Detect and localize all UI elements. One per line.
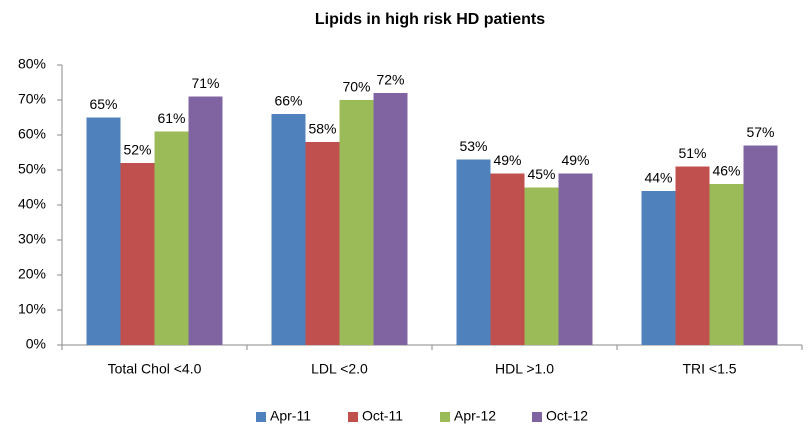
legend-label: Apr-12 bbox=[454, 408, 496, 424]
bar bbox=[709, 184, 744, 345]
x-tick-label: TRI <1.5 bbox=[682, 361, 736, 377]
y-tick-label: 50% bbox=[18, 161, 46, 177]
data-label: 49% bbox=[561, 152, 589, 168]
legend-label: Apr-11 bbox=[270, 408, 311, 424]
x-tick-label: Total Chol <4.0 bbox=[108, 361, 202, 377]
bar bbox=[490, 173, 525, 345]
y-tick-label: 30% bbox=[18, 231, 46, 247]
bar bbox=[641, 191, 676, 345]
data-label: 51% bbox=[678, 145, 706, 161]
data-label: 71% bbox=[191, 75, 219, 91]
data-label: 61% bbox=[157, 110, 185, 126]
data-label: 72% bbox=[376, 72, 404, 88]
y-tick-label: 60% bbox=[18, 126, 46, 142]
legend-label: Oct-12 bbox=[546, 408, 588, 424]
bar bbox=[188, 96, 223, 345]
y-tick-label: 80% bbox=[18, 56, 46, 72]
x-tick-label: HDL >1.0 bbox=[495, 361, 554, 377]
data-label: 66% bbox=[274, 93, 302, 109]
data-label: 52% bbox=[123, 142, 151, 158]
bar bbox=[154, 131, 189, 345]
data-label: 70% bbox=[342, 79, 370, 95]
data-label: 49% bbox=[493, 152, 521, 168]
data-label: 58% bbox=[308, 121, 336, 137]
data-label: 65% bbox=[89, 96, 117, 112]
bar bbox=[456, 159, 491, 345]
bar bbox=[524, 187, 559, 345]
chart-title: Lipids in high risk HD patients bbox=[315, 11, 545, 28]
bar bbox=[271, 114, 306, 345]
legend-label: Oct-11 bbox=[362, 408, 403, 424]
bar bbox=[305, 142, 340, 345]
data-label: 45% bbox=[527, 166, 555, 182]
x-tick-label: LDL <2.0 bbox=[311, 361, 368, 377]
bar bbox=[558, 173, 593, 345]
bar bbox=[743, 145, 778, 345]
bar bbox=[675, 166, 710, 345]
bar bbox=[86, 117, 121, 345]
bar bbox=[373, 93, 408, 345]
y-tick-label: 0% bbox=[26, 336, 46, 352]
legend-swatch bbox=[256, 412, 266, 422]
bar bbox=[339, 100, 374, 345]
data-label: 46% bbox=[712, 163, 740, 179]
bar bbox=[120, 163, 155, 345]
data-label: 44% bbox=[644, 170, 672, 186]
y-tick-label: 10% bbox=[18, 301, 46, 317]
y-tick-label: 20% bbox=[18, 266, 46, 282]
data-label: 53% bbox=[459, 138, 487, 154]
y-tick-label: 70% bbox=[18, 91, 46, 107]
legend-swatch bbox=[532, 412, 542, 422]
data-label: 57% bbox=[746, 124, 774, 140]
legend-swatch bbox=[440, 412, 450, 422]
legend-swatch bbox=[348, 412, 358, 422]
y-tick-label: 40% bbox=[18, 196, 46, 212]
